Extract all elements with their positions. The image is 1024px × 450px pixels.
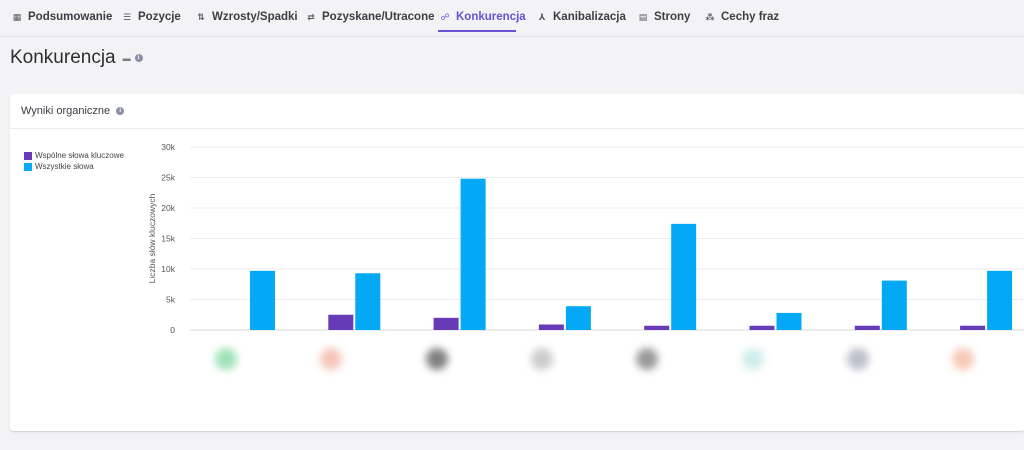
y-axis-label: Liczba słów kluczowych <box>147 193 157 283</box>
bar-common <box>960 325 986 330</box>
tab-kanibalizacja[interactable]: ⅄ Kanibalizacja <box>537 0 626 34</box>
bar-all <box>881 280 907 330</box>
y-tick-label: 10k <box>161 264 175 274</box>
competitor-logo <box>636 348 659 370</box>
legend-item-common[interactable]: Wspólne słowa kluczowe <box>24 150 124 161</box>
bar-common <box>433 317 459 330</box>
tab-pozycje[interactable]: ☰ Pozycje <box>122 0 181 34</box>
tab-cechy-fraz[interactable]: ⁂ Cechy fraz <box>705 0 779 34</box>
tab-label: Cechy fraz <box>721 11 780 23</box>
y-tick-label: 0 <box>170 325 175 335</box>
organic-results-card: Wyniki organiczne i Wspólne słowa kluczo… <box>10 94 1024 432</box>
bar-all <box>355 273 381 330</box>
shapes-icon: ⁂ <box>705 11 715 22</box>
bar-common <box>644 325 670 330</box>
competitor-logo <box>530 348 553 370</box>
competitor-logo <box>741 348 764 370</box>
tab-konkurencja[interactable]: ☍ Konkurencja <box>440 0 526 34</box>
competitor-logo <box>425 348 448 370</box>
y-tick-label: 15k <box>161 234 175 244</box>
info-icon[interactable]: i <box>116 107 125 115</box>
page-title-text: Konkurencja <box>10 47 116 68</box>
bar-all <box>776 312 802 330</box>
bar-all <box>460 178 486 330</box>
y-tick-label: 5k <box>166 295 176 305</box>
card-title: Wyniki organiczne <box>21 105 111 117</box>
up-down-arrows-icon: ⇅ <box>197 11 205 22</box>
page-icon: ▤ <box>638 11 648 22</box>
bar-common <box>538 324 564 330</box>
tab-label: Podsumowanie <box>28 11 113 23</box>
tv-icon: ▬ <box>122 53 131 63</box>
bar-all <box>565 306 591 330</box>
tab-label: Kanibalizacja <box>553 11 626 23</box>
bar-common <box>854 325 880 330</box>
y-tick-label: 20k <box>161 203 175 213</box>
tab-label: Pozyskane/Utracone <box>322 11 435 23</box>
chart-legend: Wspólne słowa kluczowe Wszystkie słowa <box>24 150 124 172</box>
bar-chart: 0 5k 10k 15k 20k 25k 30k Liczba słów kluczowych <box>147 142 1024 335</box>
competitor-logo <box>846 348 869 370</box>
legend-item-all[interactable]: Wszystkie słowa <box>24 161 124 172</box>
tab-wzrosty-spadki[interactable]: ⇅ Wzrosty/Spadki <box>196 0 298 34</box>
legend-swatch-all <box>24 162 32 171</box>
y-tick-label: 30k <box>161 142 175 152</box>
legend-label-all: Wszystkie słowa <box>35 162 94 171</box>
tab-label: Konkurencja <box>456 11 526 23</box>
grid-icon: ▦ <box>12 11 22 22</box>
tab-pozyskane-utracone[interactable]: ⇄ Pozyskane/Utracone <box>306 0 435 34</box>
tab-label: Strony <box>654 11 691 23</box>
page-title: Konkurencja ▬ i <box>10 47 143 69</box>
swap-arrows-icon: ⇄ <box>307 11 315 22</box>
list-icon: ☰ <box>122 11 132 22</box>
tab-label: Wzrosty/Spadki <box>212 11 298 23</box>
tab-podsumowanie[interactable]: ▦ Podsumowanie <box>12 0 113 34</box>
competitor-logo <box>952 348 975 370</box>
y-tick-label: 25k <box>161 173 175 183</box>
active-tab-indicator <box>438 30 516 32</box>
card-header: Wyniki organiczne i <box>10 94 1024 129</box>
competitor-logo <box>215 348 237 370</box>
bar-common <box>328 314 354 330</box>
bar-all <box>250 270 275 330</box>
legend-label-common: Wspólne słowa kluczowe <box>35 151 124 160</box>
competitor-logo <box>320 348 343 370</box>
tab-strony[interactable]: ▤ Strony <box>638 0 691 34</box>
legend-swatch-common <box>24 151 32 160</box>
info-icon[interactable]: i <box>134 54 143 62</box>
bar-all <box>671 223 697 330</box>
bar-common <box>749 325 775 330</box>
merge-icon: ⅄ <box>538 11 546 22</box>
bar-all <box>987 270 1013 330</box>
users-icon: ☍ <box>440 11 450 22</box>
tab-label: Pozycje <box>138 11 181 23</box>
